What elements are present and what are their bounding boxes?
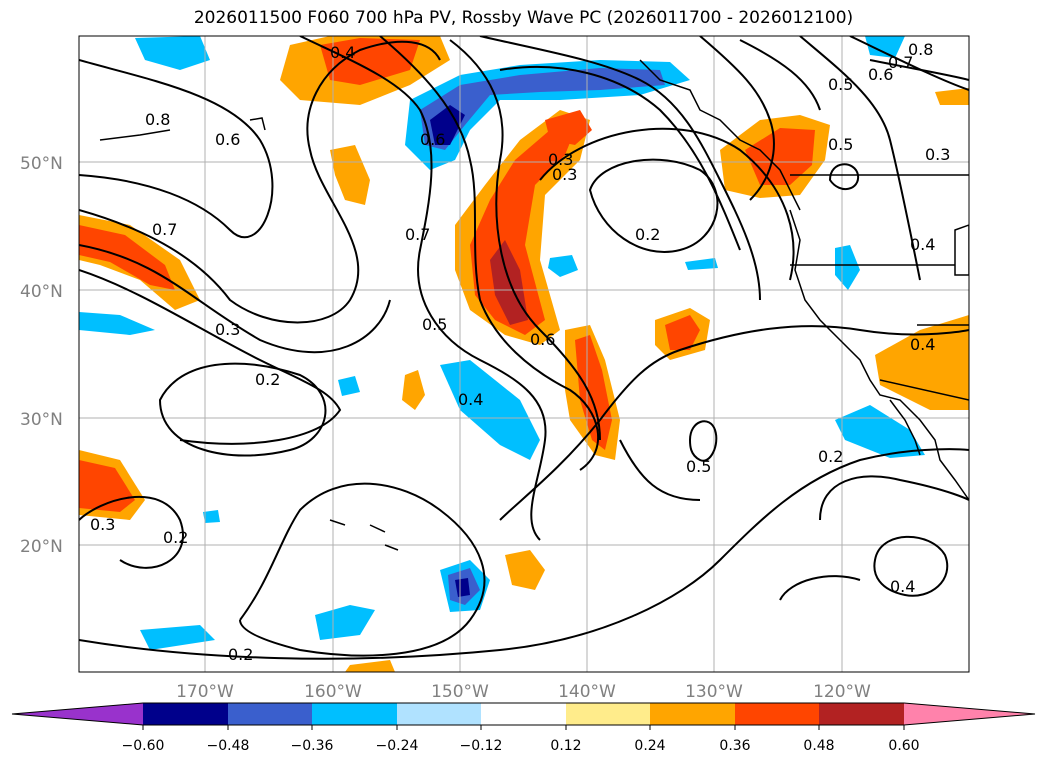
chart-title: 2026011500 F060 700 hPa PV, Rossby Wave …	[193, 8, 854, 28]
longitude-labels: 170°W 160°W 150°W 140°W 130°W 120°W	[176, 682, 871, 702]
anomaly-very-strong-negative	[455, 578, 470, 597]
contour-label: 0.8	[145, 110, 170, 129]
contour-label: 0.2	[635, 225, 660, 244]
contour-label: 0.2	[818, 447, 843, 466]
anomaly-positive	[875, 315, 969, 410]
anomaly-very-strong-negative	[430, 105, 465, 145]
colorbar-swatch	[819, 703, 904, 725]
contour-label: 0.7	[888, 53, 913, 72]
colorbar-tick: 0.24	[634, 738, 665, 754]
contour-label: 0.4	[910, 335, 935, 354]
anomaly-negative	[315, 605, 375, 640]
anomaly-positive	[505, 550, 545, 590]
contour-label: 0.4	[910, 235, 935, 254]
anomaly-negative	[440, 360, 540, 460]
contour-label: 0.3	[925, 145, 950, 164]
coastlines	[99, 59, 969, 551]
anomaly-positive	[402, 370, 425, 410]
colorbar-tick: −0.24	[376, 738, 419, 754]
colorbar-swatch	[481, 703, 566, 725]
colorbar-swatch	[735, 703, 819, 725]
colorbar-tick: 0.60	[888, 738, 919, 754]
colorbar-tick: −0.48	[207, 738, 250, 754]
colorbar-tick: 0.12	[550, 738, 581, 754]
lon-label: 140°W	[558, 682, 616, 702]
lat-label: 30°N	[20, 410, 63, 430]
colorbar-swatch	[143, 703, 228, 725]
colorbar-extend-low	[12, 703, 143, 725]
anomaly-strong-positive	[575, 335, 612, 450]
anomaly-negative	[203, 510, 220, 523]
contour-label: 0.4	[458, 390, 483, 409]
colorbar-swatch	[566, 703, 650, 725]
latitude-labels: 50°N 40°N 30°N 20°N	[20, 154, 63, 557]
colorbar-tick: 0.36	[719, 738, 750, 754]
colorbar-tick: −0.36	[291, 738, 334, 754]
contour-label: 0.6	[868, 65, 893, 84]
contour-labels: 0.8 0.6 0.4 0.7 0.3 0.2 0.6 0.3 0.7 0.5 …	[90, 40, 950, 664]
contour-label: 0.5	[828, 135, 853, 154]
map-frame	[78, 35, 970, 673]
pv-anomaly-fills	[79, 36, 969, 672]
anomaly-negative	[835, 245, 860, 290]
anomaly-strong-positive	[545, 110, 592, 145]
contour-label: 0.5	[422, 315, 447, 334]
anomaly-negative	[79, 312, 155, 335]
anomaly-negative	[338, 376, 360, 396]
colorbar-swatch	[397, 703, 481, 725]
lon-label: 120°W	[813, 682, 871, 702]
colorbar-swatch	[650, 703, 735, 725]
lat-label: 50°N	[20, 154, 63, 174]
anomaly-negative	[140, 625, 215, 650]
contour-label: 0.3	[552, 165, 577, 184]
graticule	[79, 36, 969, 672]
colorbar-tick: 0.48	[803, 738, 834, 754]
lon-label: 130°W	[685, 682, 743, 702]
contour-label: 0.5	[686, 457, 711, 476]
colorbar-tick: −0.60	[122, 738, 165, 754]
anomaly-positive	[345, 660, 395, 672]
contour-label: 0.2	[228, 645, 253, 664]
contour-label: 0.8	[908, 40, 933, 59]
anomaly-positive	[935, 88, 969, 105]
lon-label: 170°W	[176, 682, 234, 702]
lat-label: 20°N	[20, 537, 63, 557]
anomaly-strong-negative	[420, 68, 665, 150]
anomaly-strong-positive	[665, 315, 700, 350]
contour-label: 0.7	[152, 220, 177, 239]
contour-label: 0.5	[828, 75, 853, 94]
colorbar-extend-high	[904, 703, 1035, 725]
anomaly-positive	[330, 145, 370, 205]
anomaly-negative	[135, 36, 210, 70]
contour-label: 0.4	[890, 577, 915, 596]
anomaly-negative	[865, 36, 905, 58]
contour-label: 0.6	[420, 130, 445, 149]
pv-contours	[79, 36, 969, 660]
anomaly-negative	[685, 258, 718, 270]
anomaly-strong-positive	[79, 225, 175, 290]
contour-label: 0.3	[90, 515, 115, 534]
contour-label: 0.7	[405, 225, 430, 244]
lon-label: 150°W	[431, 682, 489, 702]
anomaly-negative	[548, 255, 578, 277]
colorbar-swatch	[228, 703, 312, 725]
contour-label: 0.4	[330, 43, 355, 62]
colorbar: −0.60 −0.48 −0.36 −0.24 −0.12 0.12 0.24 …	[11, 702, 1036, 754]
contour-label: 0.2	[163, 528, 188, 547]
lat-label: 40°N	[20, 282, 63, 302]
contour-label: 0.3	[548, 150, 573, 169]
lon-label: 160°W	[304, 682, 362, 702]
contour-label: 0.6	[215, 130, 240, 149]
colorbar-swatch	[312, 703, 397, 725]
contour-label: 0.3	[215, 320, 240, 339]
contour-label: 0.6	[530, 330, 555, 349]
colorbar-tick: −0.12	[460, 738, 503, 754]
contour-label: 0.2	[255, 370, 280, 389]
